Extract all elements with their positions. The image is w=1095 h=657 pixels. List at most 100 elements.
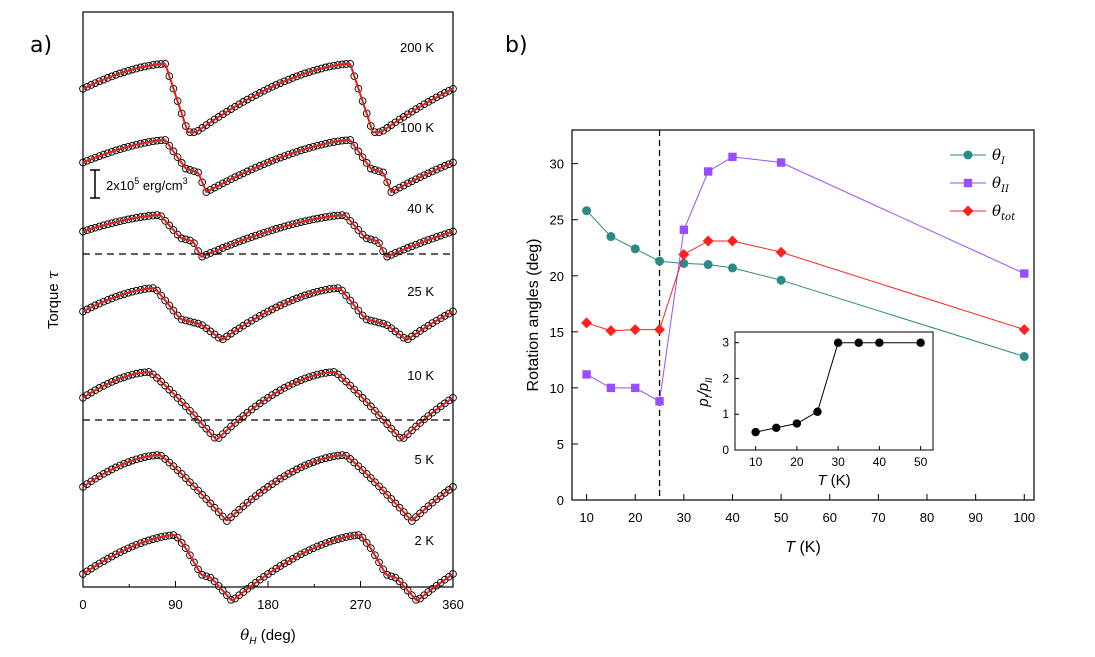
panel-b-x-tick-label: 60 — [823, 510, 837, 525]
torque-data-point — [288, 296, 297, 304]
torque-data-point — [140, 537, 149, 546]
torque-data-point — [99, 469, 108, 478]
torque-data-point — [366, 474, 375, 482]
torque-data-point — [223, 107, 231, 116]
torque-data-point — [362, 398, 371, 406]
torque-data-point — [177, 470, 186, 478]
torque-data-point — [292, 552, 301, 561]
torque-data-point — [280, 384, 289, 392]
torque-data-point — [169, 389, 178, 398]
torque-data-point — [445, 396, 453, 405]
torque-data-point — [190, 167, 198, 176]
torque-data-point — [251, 231, 260, 240]
torque-data-point — [132, 540, 141, 549]
torque-data-point — [260, 86, 268, 95]
torque-data-point — [358, 153, 367, 162]
torque-data-point — [403, 110, 412, 119]
torque-data-point — [445, 309, 453, 318]
torque-data-point — [112, 70, 120, 79]
torque-data-point — [284, 75, 293, 84]
torque-data-point — [284, 297, 293, 306]
torque-data-point — [297, 550, 305, 559]
inset-data-point — [916, 338, 925, 347]
torque-data-point — [169, 84, 178, 93]
torque-data-point — [391, 118, 400, 127]
torque-data-point — [272, 477, 281, 486]
torque-data-point — [297, 70, 305, 79]
torque-data-point — [107, 72, 116, 81]
torque-data-point — [420, 171, 429, 180]
torque-data-point — [194, 247, 202, 255]
torque-data-point — [276, 301, 285, 310]
torque-data-point — [387, 424, 396, 433]
torque-data-point — [408, 426, 416, 435]
torque-data-point — [408, 517, 416, 525]
inset-frame — [734, 331, 934, 451]
torque-data-point — [223, 332, 231, 341]
panel-b-label: b) — [505, 33, 528, 58]
panel-b-x-tick-label: 90 — [968, 510, 982, 525]
inset-chart: 10 20 30 40 50 0 1 2 3 pI/pII T (K) — [695, 331, 934, 489]
torque-data-point — [371, 406, 379, 415]
torque-data-point — [449, 227, 457, 236]
torque-data-point — [186, 551, 194, 560]
torque-data-point — [99, 75, 108, 84]
torque-data-point — [83, 305, 91, 314]
panel-a-temperature-labels: 200 K 100 K 40 K 25 K 10 K 5 K 2 K — [400, 40, 434, 548]
panel-b-y-tick-label: 30 — [550, 157, 564, 172]
torque-data-point — [420, 324, 429, 333]
torque-data-point — [99, 557, 108, 565]
torque-data-point — [190, 558, 198, 567]
torque-data-point — [116, 548, 124, 557]
torque-data-point — [144, 536, 153, 545]
torque-data-point — [83, 226, 91, 235]
torque-data-point — [247, 316, 256, 325]
data-point — [654, 324, 666, 336]
inset-data-point — [854, 338, 863, 347]
torque-data-point — [210, 183, 219, 192]
panel-b-x-tick-label: 70 — [871, 510, 885, 525]
torque-data-point — [268, 567, 276, 576]
legend-marker — [962, 205, 974, 217]
torque-data-point — [375, 482, 383, 491]
torque-data-point — [206, 118, 215, 127]
panel-a: 0 90 180 270 360 200 K 100 K 40 K 25 K 10 K 5 K 2 … — [44, 11, 464, 647]
torque-data-point — [190, 239, 198, 248]
torque-data-point — [362, 539, 371, 547]
torque-data-point — [202, 250, 211, 259]
panel-b-y-tick-label: 5 — [557, 437, 564, 452]
temperature-label: 2 K — [414, 533, 434, 548]
torque-data-point — [395, 247, 404, 256]
torque-data-point — [403, 430, 412, 438]
panel-b-frame — [571, 129, 1035, 501]
torque-data-point — [79, 393, 87, 402]
torque-data-point — [227, 240, 235, 249]
data-point — [728, 152, 737, 162]
inset-y-tick-label: 3 — [722, 336, 729, 350]
torque-data-point — [181, 474, 190, 482]
torque-data-point — [79, 158, 87, 167]
torque-data-point — [297, 463, 305, 472]
torque-data-point — [120, 459, 128, 468]
torque-data-point — [391, 499, 400, 508]
panel-b-x-tick-label: 10 — [579, 510, 593, 525]
torque-data-point — [255, 230, 264, 239]
torque-data-point — [424, 169, 433, 178]
torque-data-point — [313, 542, 322, 551]
torque-data-point — [235, 324, 244, 333]
torque-data-point — [395, 183, 404, 192]
torque-trace — [79, 136, 457, 196]
data-point — [629, 324, 641, 336]
torque-data-point — [165, 72, 174, 81]
torque-data-point — [235, 100, 244, 109]
torque-data-point — [255, 399, 264, 408]
torque-data-point — [358, 97, 367, 105]
panel-b-x-tick-label: 100 — [1013, 510, 1035, 525]
torque-data-point — [247, 233, 256, 241]
torque-data-point — [91, 153, 100, 162]
torque-data-point — [79, 84, 87, 93]
torque-data-point — [95, 77, 104, 86]
torque-trace — [79, 284, 457, 344]
torque-data-point — [412, 240, 420, 249]
torque-data-point — [210, 247, 219, 256]
